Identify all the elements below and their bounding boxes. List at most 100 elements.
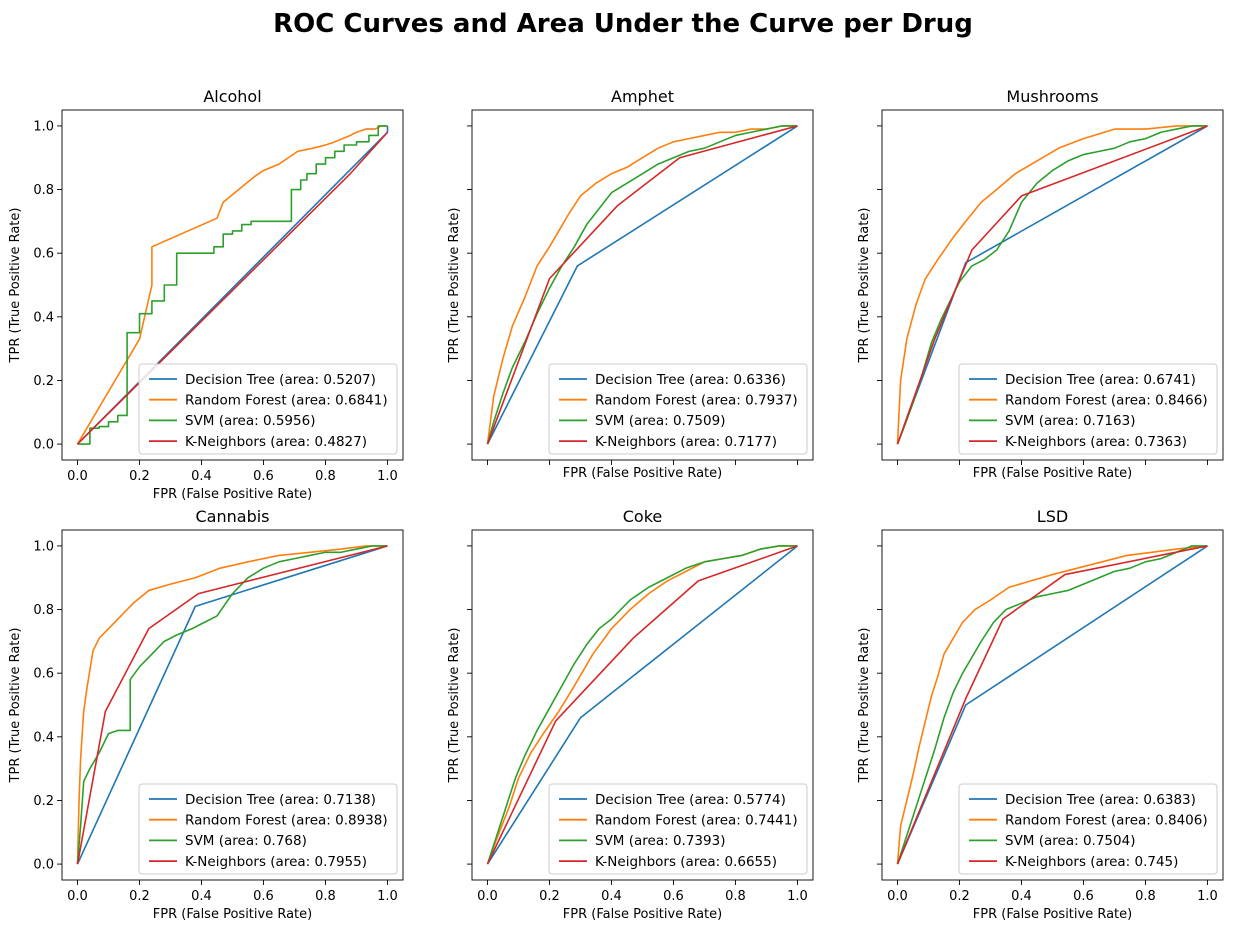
legend-entry: Random Forest (area: 0.6841)	[185, 393, 388, 409]
series-line-k-neighbors	[76, 545, 388, 865]
x-tick-label: 0.2	[539, 889, 560, 904]
x-axis-label: FPR (False Positive Rate)	[973, 907, 1132, 922]
y-tick-label: 0.6	[33, 247, 54, 262]
subplot-title: Amphet	[611, 87, 674, 106]
legend-entry: K-Neighbors (area: 0.745)	[1005, 854, 1178, 870]
legend-box	[958, 363, 1218, 455]
legend-entry: SVM (area: 0.7163)	[1005, 413, 1135, 429]
x-tick-label: 1.0	[377, 469, 398, 484]
x-axis-label: FPR (False Positive Rate)	[563, 466, 722, 481]
legend-entry: SVM (area: 0.7509)	[595, 413, 725, 429]
subplot-title: LSD	[1037, 507, 1068, 526]
x-tick-label: 0.2	[129, 469, 150, 484]
x-tick-label: 0.0	[887, 889, 908, 904]
subplot-lsd: 0.0 0.2 0.4 0.6 0.8 1.0 LSD FPR (False Positive…	[857, 507, 1224, 922]
y-axis-label: TPR (True Positive Rate)	[857, 208, 872, 364]
y-tick-label: 0.2	[33, 374, 54, 389]
x-tick-label: 0.8	[315, 889, 336, 904]
x-axis-label: FPR (False Positive Rate)	[153, 907, 312, 922]
axes-frame	[61, 109, 404, 461]
series-line-random-forest	[896, 545, 1208, 865]
x-axis-label: FPR (False Positive Rate)	[563, 907, 722, 922]
y-axis-label: TPR (True Positive Rate)	[447, 628, 462, 784]
legend: Decision Tree (area: 0.7138) Random Fores…	[138, 783, 398, 875]
subplot-amphet: Amphet FPR (False Positive Rate) TPR (True…	[447, 87, 814, 481]
legend-entry: SVM (area: 0.7393)	[595, 833, 725, 849]
legend-entry: Random Forest (area: 0.7441)	[595, 813, 798, 829]
curves	[896, 125, 1208, 445]
curves	[896, 545, 1208, 865]
series-line-svm	[486, 125, 798, 445]
x-tick-label: 0.6	[663, 889, 684, 904]
legend-entry: Random Forest (area: 0.8406)	[1005, 813, 1208, 829]
legend-entry: Random Forest (area: 0.8466)	[1005, 393, 1208, 409]
series-line-decision-tree	[76, 545, 388, 865]
y-tick-label: 0.2	[33, 794, 54, 809]
y-tick-label: 0.8	[33, 183, 54, 198]
x-tick-label: 0.0	[67, 889, 88, 904]
legend: Decision Tree (area: 0.6336) Random Fores…	[548, 363, 808, 455]
series-line-random-forest	[486, 125, 798, 445]
curves	[486, 545, 798, 865]
legend-entry: Decision Tree (area: 0.5774)	[595, 792, 786, 808]
legend-entry: K-Neighbors (area: 0.7363)	[1005, 434, 1187, 450]
series-line-decision-tree	[896, 125, 1208, 445]
x-tick-label: 0.6	[253, 469, 274, 484]
y-tick-label: 1.0	[33, 119, 54, 134]
subplot-title: Coke	[623, 507, 663, 526]
legend: Decision Tree (area: 0.5774) Random Fores…	[548, 783, 808, 875]
legend-entry: Decision Tree (area: 0.5207)	[185, 372, 376, 388]
subplot-coke: 0.0 0.2 0.4 0.6 0.8 1.0 Coke FPR (False Positiv…	[447, 507, 814, 922]
curves	[76, 545, 388, 865]
legend-entry: Decision Tree (area: 0.6383)	[1005, 792, 1196, 808]
subplot-mushrooms: Mushrooms FPR (False Positive Rate) TPR (T…	[857, 87, 1224, 481]
series-line-svm	[896, 545, 1208, 865]
curves	[76, 125, 389, 445]
x-tick-label: 0.4	[191, 469, 212, 484]
axes-frame	[881, 529, 1224, 881]
legend-box	[958, 783, 1218, 875]
axes-frame	[881, 109, 1224, 461]
y-axis-label: TPR (True Positive Rate)	[857, 628, 872, 784]
legend-entry: Random Forest (area: 0.8938)	[185, 813, 388, 829]
axes-frame	[471, 109, 814, 461]
legend-box	[138, 363, 398, 455]
x-tick-label: 0.2	[129, 889, 150, 904]
legend-entry: Decision Tree (area: 0.7138)	[185, 792, 376, 808]
legend: Decision Tree (area: 0.6741) Random Fores…	[958, 363, 1218, 455]
legend-box	[138, 783, 398, 875]
series-line-svm	[486, 545, 798, 865]
axes-frame	[61, 529, 404, 881]
legend-box	[548, 363, 808, 455]
x-tick-label: 0.4	[191, 889, 212, 904]
series-line-svm	[77, 125, 388, 445]
axes-frame	[471, 529, 814, 881]
legend-entry: Random Forest (area: 0.7937)	[595, 393, 798, 409]
x-tick-label: 1.0	[377, 889, 398, 904]
series-line-svm	[76, 545, 388, 865]
legend-entry: Decision Tree (area: 0.6741)	[1005, 372, 1196, 388]
legend-entry: K-Neighbors (area: 0.6655)	[595, 854, 777, 870]
series-line-random-forest	[76, 125, 388, 445]
y-tick-label: 0.4	[33, 730, 54, 745]
x-tick-label: 0.2	[949, 889, 970, 904]
x-tick-label: 0.6	[1073, 889, 1094, 904]
x-tick-label: 0.4	[601, 889, 622, 904]
x-tick-label: 0.8	[315, 469, 336, 484]
legend-entry: Decision Tree (area: 0.6336)	[595, 372, 786, 388]
legend-entry: SVM (area: 0.7504)	[1005, 833, 1135, 849]
legend-entry: K-Neighbors (area: 0.7177)	[595, 434, 777, 450]
x-tick-label: 0.4	[1011, 889, 1032, 904]
legend-box	[548, 783, 808, 875]
y-axis-label: TPR (True Positive Rate)	[8, 208, 23, 364]
subplot-cannabis: 0.0 0.0 0.2 0.2 0.4 0.4 0.6 0.6 0.8 0.8 1.0 1.0 Cann…	[8, 507, 404, 922]
y-tick-label: 0.8	[33, 603, 54, 618]
series-line-k-neighbors	[896, 545, 1208, 865]
legend: Decision Tree (area: 0.6383) Random Fores…	[958, 783, 1218, 875]
legend-entry: SVM (area: 0.5956)	[185, 413, 315, 429]
series-line-decision-tree	[486, 545, 798, 865]
subplot-title: Mushrooms	[1006, 87, 1098, 106]
y-axis-label: TPR (True Positive Rate)	[447, 208, 462, 364]
y-axis-label: TPR (True Positive Rate)	[8, 628, 23, 784]
